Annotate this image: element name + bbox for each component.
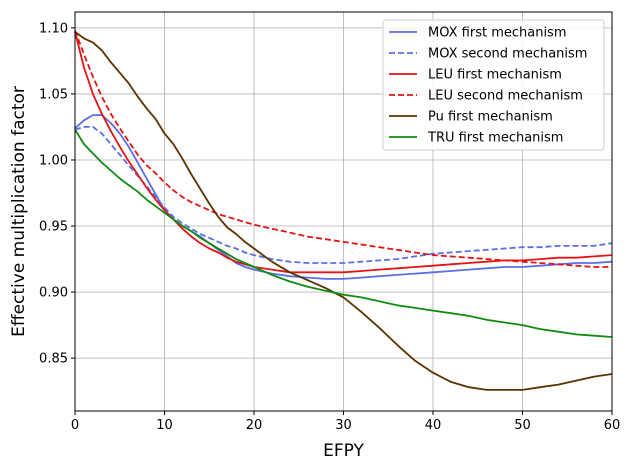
x-tick-label: 30 <box>335 418 352 433</box>
x-tick-label: 60 <box>604 418 621 433</box>
legend-label: MOX first mechanism <box>428 26 567 41</box>
y-tick-label: 1.00 <box>39 153 68 168</box>
series-line-2 <box>74 126 613 264</box>
y-tick-label: 1.05 <box>39 87 68 102</box>
series-line-6 <box>74 129 613 338</box>
legend-label: Pu first mechanism <box>428 110 553 125</box>
x-tick-label: 20 <box>246 418 263 433</box>
legend-label: TRU first mechanism <box>427 131 563 146</box>
y-tick-label: 0.95 <box>39 220 68 235</box>
y-tick-label: 1.10 <box>39 21 68 36</box>
y-tick-label: 0.90 <box>39 286 68 301</box>
series-line-5 <box>74 31 613 391</box>
x-axis-title: EFPY <box>323 441 364 461</box>
series-lines <box>74 30 613 391</box>
y-axis-title: Effective multiplication factor <box>9 86 29 337</box>
x-tick-label: 10 <box>156 418 173 433</box>
x-tick-label: 50 <box>514 418 531 433</box>
x-tick-label: 40 <box>425 418 442 433</box>
legend-label: LEU second mechanism <box>428 89 583 104</box>
axis-ticks: 0 10 20 30 40 50 60 0.85 0.90 0.95 1.00 1.05 1.10 <box>39 21 620 433</box>
legend-label: MOX second mechanism <box>428 47 587 62</box>
legend: MOX first mechanism MOX second mechanism L… <box>382 19 605 151</box>
legend-box <box>382 19 605 151</box>
x-tick-label: 0 <box>71 418 79 433</box>
series-line-1 <box>74 114 613 280</box>
y-tick-label: 0.85 <box>39 352 68 367</box>
legend-label: LEU first mechanism <box>428 68 562 83</box>
